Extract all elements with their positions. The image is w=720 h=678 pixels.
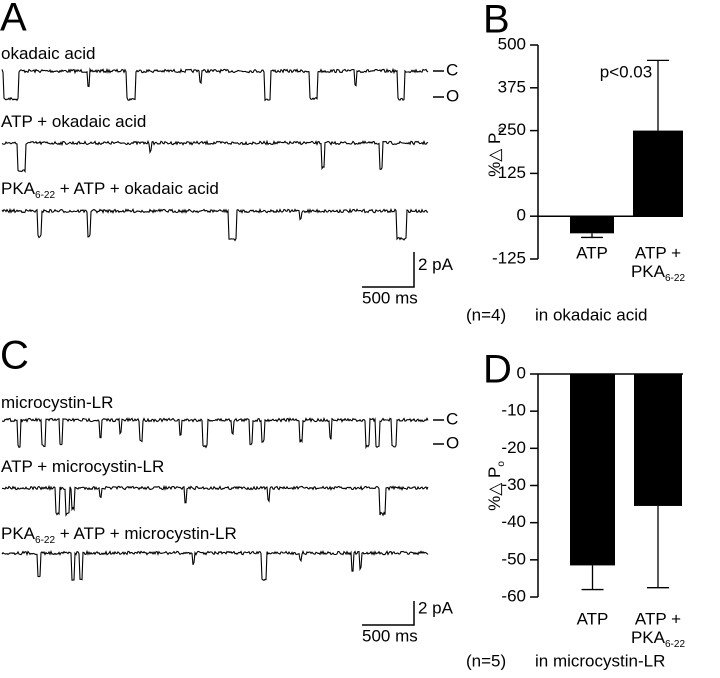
current-trace — [1, 416, 429, 450]
annotation: p<0.03 — [600, 62, 652, 81]
footer: in okadaic acid — [535, 305, 647, 324]
scale-time: 500 ms — [362, 626, 418, 645]
label-part: + ATP + okadaic acid — [55, 179, 219, 198]
scale-bar — [362, 252, 415, 288]
trace-label: okadaic acid — [1, 44, 96, 63]
label-part: %△ P — [485, 467, 504, 511]
label-part: PKA — [1, 524, 36, 543]
scale-bar — [362, 601, 415, 626]
subscript: 6-22 — [35, 190, 55, 201]
footer: (n=4) — [466, 305, 506, 324]
trace-label: ATP + okadaic acid — [1, 112, 146, 131]
y-tick-label: 0 — [517, 206, 526, 225]
footer: (n=5) — [466, 651, 506, 670]
y-tick-label: 500 — [498, 34, 526, 53]
y-tick-label: 375 — [498, 77, 526, 96]
error-bar — [581, 565, 604, 591]
trace-label: microcystin-LR — [1, 393, 113, 412]
scale-current: 2 pA — [418, 255, 454, 274]
y-tick-label: -40 — [501, 512, 526, 531]
x-tick-label: PKA6-22 — [631, 628, 685, 649]
current-trace — [1, 139, 429, 174]
y-tick-label: -50 — [501, 549, 526, 568]
x-tick-label: ATP + — [635, 609, 681, 628]
subscript: 6-22 — [665, 639, 685, 650]
x-tick-label: ATP — [576, 243, 608, 262]
state-label: O — [446, 86, 459, 105]
subscript: 6-22 — [665, 273, 685, 284]
state-label: O — [446, 433, 459, 452]
y-tick-label: -30 — [501, 475, 526, 494]
current-trace — [1, 67, 429, 102]
y-tick-label: -20 — [501, 438, 526, 457]
label-part: ATP + microcystin-LR — [1, 457, 164, 476]
y-axis-label: %△ Po — [485, 461, 506, 511]
scale-current: 2 pA — [418, 598, 454, 617]
label-part: PKA — [631, 262, 666, 281]
y-tick-label: 0 — [517, 363, 526, 382]
subscript: o — [496, 127, 507, 133]
x-tick-label: ATP + — [635, 243, 681, 262]
current-trace — [1, 484, 429, 517]
subscript: 6-22 — [35, 535, 55, 546]
trace-label: ATP + microcystin-LR — [1, 457, 164, 476]
bar — [633, 130, 683, 217]
label-part: okadaic acid — [1, 44, 96, 63]
label-part: PKA — [631, 628, 666, 647]
label-part: %△ P — [485, 133, 504, 177]
y-tick-label: 250 — [498, 120, 526, 139]
current-trace — [1, 207, 429, 242]
label-part: ATP + okadaic acid — [1, 112, 146, 131]
error-bar — [647, 59, 669, 131]
panel-letter: D — [483, 348, 512, 392]
bar — [634, 374, 682, 506]
footer: in microcystin-LR — [535, 651, 665, 670]
current-trace — [1, 549, 429, 581]
subscript: o — [496, 461, 507, 467]
panel-letter: A — [0, 0, 27, 40]
y-tick-label: -10 — [501, 401, 526, 420]
label-part: PKA — [1, 179, 36, 198]
trace-label: PKA6-22 + ATP + okadaic acid — [1, 179, 219, 200]
x-tick-label: ATP — [577, 609, 609, 628]
scale-time: 500 ms — [362, 288, 418, 307]
state-label: C — [446, 60, 458, 79]
error-bar — [647, 505, 669, 589]
label-part: microcystin-LR — [1, 393, 113, 412]
bar — [570, 216, 614, 234]
bar — [570, 374, 615, 566]
y-tick-label: -125 — [492, 248, 526, 267]
x-tick-label: PKA6-22 — [631, 262, 685, 283]
error-bar — [581, 233, 603, 239]
y-tick-label: -60 — [501, 586, 526, 605]
panel-letter: C — [0, 334, 29, 378]
state-label: C — [446, 409, 458, 428]
panel-letter: B — [483, 0, 510, 42]
y-tick-label: 125 — [498, 163, 526, 182]
y-axis-label: %△ Po — [485, 127, 506, 177]
label-part: + ATP + microcystin-LR — [55, 524, 237, 543]
trace-label: PKA6-22 + ATP + microcystin-LR — [1, 524, 237, 545]
